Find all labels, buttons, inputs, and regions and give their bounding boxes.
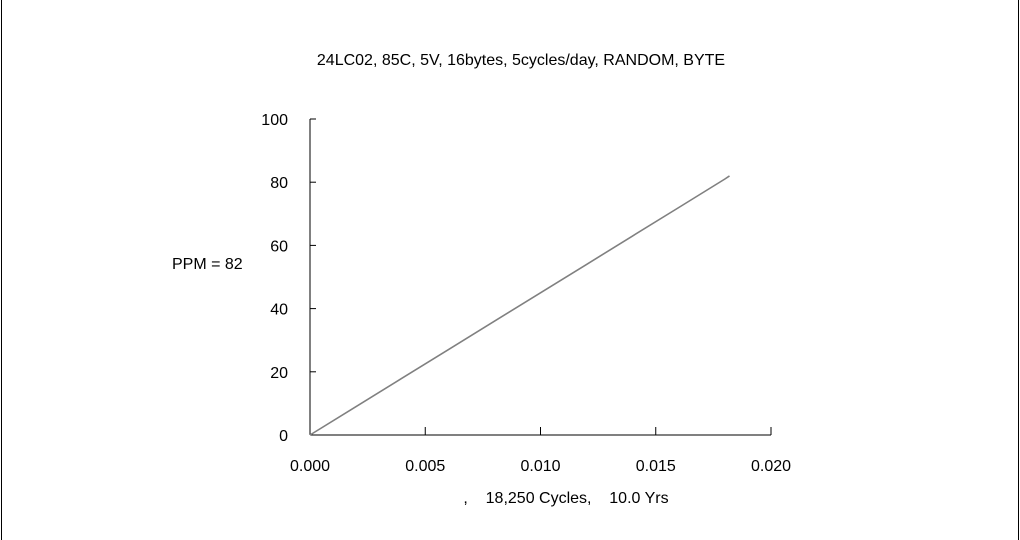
y-tick-label: 100 [261,112,288,129]
x-axis-label: , 18,250 Cycles, 10.0 Yrs [463,490,668,507]
x-tick-label: 0.020 [751,458,791,475]
y-tick-label: 80 [270,175,288,192]
x-tick-label: 0.005 [405,458,445,475]
chart-title: 24LC02, 85C, 5V, 16bytes, 5cycles/day, R… [317,52,725,69]
y-axis: 0 20 40 60 80 100 [261,112,316,445]
y-tick-label: 40 [270,302,288,319]
series-line [309,175,730,436]
y-tick-label: 20 [270,365,288,382]
plot-area [309,175,730,436]
x-tick-label: 0.000 [290,458,330,475]
x-tick-label: 0.010 [520,458,560,475]
x-tick-label: 0.015 [636,458,676,475]
y-tick-label: 0 [279,428,288,445]
ppm-annotation: PPM = 82 [172,256,243,273]
x-axis: 0.000 0.005 0.010 0.015 0.020 [290,427,791,475]
y-tick-label: 60 [270,238,288,255]
